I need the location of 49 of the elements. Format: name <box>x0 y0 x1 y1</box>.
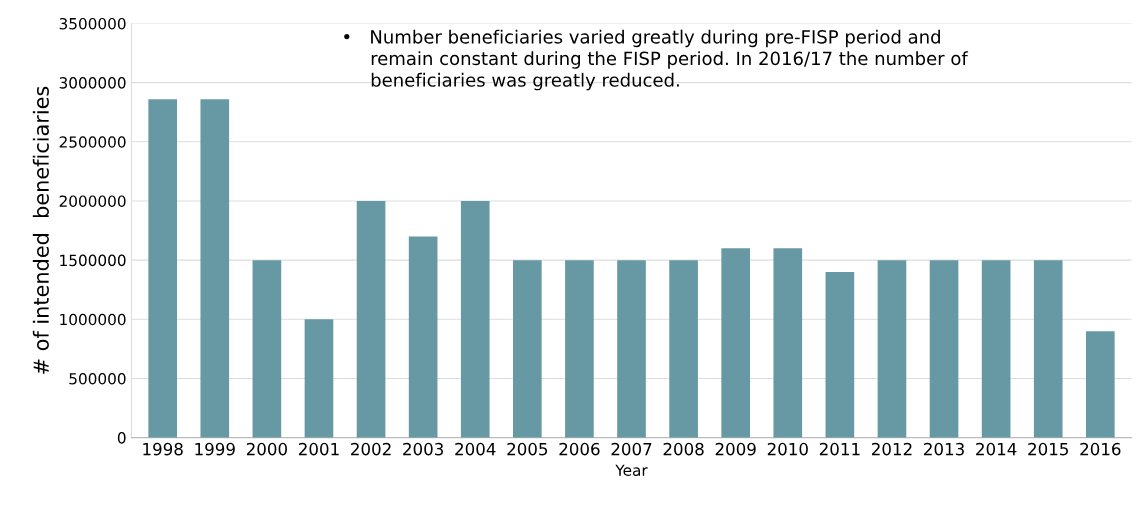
bar <box>929 260 959 438</box>
x-tick-label: 2014 <box>976 442 1017 456</box>
x-tick-label: 2012 <box>871 442 912 456</box>
x-tick-label: 2005 <box>507 442 548 456</box>
bar <box>304 319 334 438</box>
x-tick-label: 2010 <box>767 442 808 456</box>
y-tick-label: 1500000 <box>60 254 126 267</box>
y-tick-label: 1000000 <box>60 313 126 326</box>
bar <box>148 99 178 438</box>
bar <box>252 260 282 438</box>
bar <box>1085 331 1115 438</box>
y-tick-label: 2000000 <box>59 195 126 207</box>
bar <box>825 271 855 438</box>
x-tick-label: 1998 <box>143 442 183 456</box>
y-tick-label: 2500000 <box>59 136 126 148</box>
bar <box>356 200 386 438</box>
y-tick-label: 0 <box>117 432 126 444</box>
x-tick-label: 2001 <box>298 442 339 456</box>
bar <box>1033 260 1063 438</box>
x-tick-label: 2016 <box>1080 442 1121 456</box>
y-tick-label: 3000000 <box>59 77 126 89</box>
bar <box>460 200 490 438</box>
x-tick-label: 2004 <box>455 442 496 456</box>
x-tick-label: 2015 <box>1028 442 1068 456</box>
bar <box>200 99 230 438</box>
x-tick-label: 2003 <box>403 442 444 456</box>
bar <box>773 248 803 438</box>
bar <box>617 260 646 438</box>
y-axis-title: # of intended beneficiaries <box>32 86 49 374</box>
y-tick-label: 3500000 <box>59 17 126 30</box>
bar <box>721 248 751 438</box>
bar <box>669 260 698 438</box>
bar <box>565 260 594 438</box>
bar <box>408 236 438 438</box>
x-tick-label: 2013 <box>924 442 964 456</box>
bar <box>513 260 542 438</box>
x-tick-label: 1999 <box>195 442 235 456</box>
x-axis-title: Year <box>615 464 648 477</box>
bar <box>981 260 1011 438</box>
x-tick-label: 2006 <box>559 442 600 456</box>
bar <box>877 260 907 438</box>
annotation: • Number beneficiaries varied greatly during pre-FISP period and remain constant during the FISP period. In 2016/17 the number of beneficiaries was greatly reduced. <box>344 29 969 91</box>
x-tick-label: 2002 <box>351 442 391 456</box>
x-tick-label: 2007 <box>611 442 652 456</box>
x-tick-label: 2008 <box>663 442 704 456</box>
x-tick-label: 2009 <box>715 442 756 456</box>
x-tick-label: 2000 <box>246 442 287 456</box>
y-tick-label: 500000 <box>69 372 126 385</box>
x-tick-label: 2011 <box>819 442 860 456</box>
